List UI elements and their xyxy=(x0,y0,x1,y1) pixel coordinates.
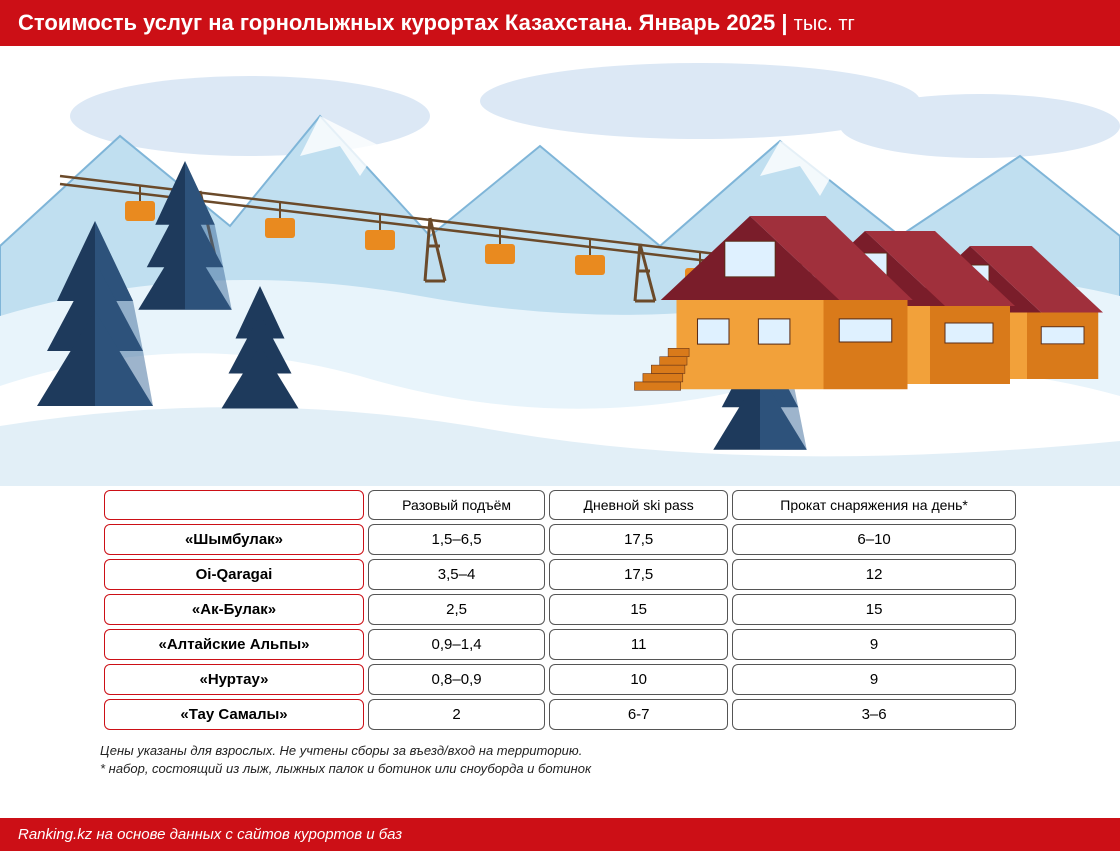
footer-source: Ranking.kz на основе данных с сайтов кур… xyxy=(18,826,402,843)
table-row: «Нуртау» 0,8–0,9 10 9 xyxy=(104,664,1016,695)
cell-rent: 12 xyxy=(732,559,1016,590)
table-col-rent: Прокат снаряжения на день* xyxy=(732,490,1016,520)
table-row: «Тау Самалы» 2 6-7 3–6 xyxy=(104,699,1016,730)
table-col-blank xyxy=(104,490,364,520)
footer-bar: Ranking.kz на основе данных с сайтов кур… xyxy=(0,818,1120,851)
footnote-line: Цены указаны для взрослых. Не учтены сбо… xyxy=(100,742,1020,760)
table-row: «Шымбулак» 1,5–6,5 17,5 6–10 xyxy=(104,524,1016,555)
cell-pass: 11 xyxy=(549,629,728,660)
cell-pass: 17,5 xyxy=(549,559,728,590)
cell-rent: 3–6 xyxy=(732,699,1016,730)
cell-lift: 2 xyxy=(368,699,545,730)
cell-pass: 17,5 xyxy=(549,524,728,555)
table-row: «Ак-Булак» 2,5 15 15 xyxy=(104,594,1016,625)
price-table-wrap: Разовый подъём Дневной ski pass Прокат с… xyxy=(0,486,1120,734)
table-header-row: Разовый подъём Дневной ski pass Прокат с… xyxy=(104,490,1016,520)
resort-name: Oi-Qaragai xyxy=(104,559,364,590)
resort-name: «Шымбулак» xyxy=(104,524,364,555)
header-separator: | xyxy=(775,10,793,35)
cell-rent: 9 xyxy=(732,629,1016,660)
resort-name: «Ак-Булак» xyxy=(104,594,364,625)
price-table: Разовый подъём Дневной ski pass Прокат с… xyxy=(100,486,1020,734)
table-row: «Алтайские Альпы» 0,9–1,4 11 9 xyxy=(104,629,1016,660)
cell-rent: 9 xyxy=(732,664,1016,695)
resort-name: «Нуртау» xyxy=(104,664,364,695)
cell-lift: 3,5–4 xyxy=(368,559,545,590)
cell-rent: 6–10 xyxy=(732,524,1016,555)
header-bar: Стоимость услуг на горнолыжных курортах … xyxy=(0,0,1120,46)
cell-pass: 6-7 xyxy=(549,699,728,730)
resort-name: «Алтайские Альпы» xyxy=(104,629,364,660)
table-row: Oi-Qaragai 3,5–4 17,5 12 xyxy=(104,559,1016,590)
page-title: Стоимость услуг на горнолыжных курортах … xyxy=(18,10,775,35)
footnote-line: * набор, состоящий из лыж, лыжных палок … xyxy=(100,760,1020,778)
footnotes: Цены указаны для взрослых. Не учтены сбо… xyxy=(0,734,1120,777)
header-unit: тыс. тг xyxy=(794,13,855,35)
table-col-pass: Дневной ski pass xyxy=(549,490,728,520)
cell-rent: 15 xyxy=(732,594,1016,625)
cell-lift: 0,8–0,9 xyxy=(368,664,545,695)
table-col-lift: Разовый подъём xyxy=(368,490,545,520)
cell-lift: 0,9–1,4 xyxy=(368,629,545,660)
cell-pass: 10 xyxy=(549,664,728,695)
resort-name: «Тау Самалы» xyxy=(104,699,364,730)
ski-resort-illustration xyxy=(0,46,1120,486)
cell-pass: 15 xyxy=(549,594,728,625)
cell-lift: 1,5–6,5 xyxy=(368,524,545,555)
cell-lift: 2,5 xyxy=(368,594,545,625)
